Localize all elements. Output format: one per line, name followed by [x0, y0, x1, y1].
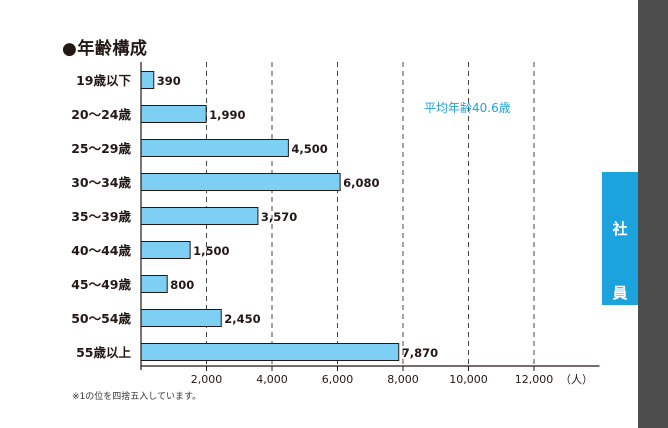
category-label-8: 55歳以上	[76, 345, 131, 360]
category-label-1: 20〜24歳	[71, 107, 131, 122]
x-tick-label-12000: 12,000	[515, 373, 554, 386]
employee-section-tab: 社 員	[602, 172, 638, 305]
value-label-6: 800	[170, 278, 194, 292]
value-label-8: 7,870	[402, 346, 438, 360]
bar-0	[140, 71, 155, 89]
bar-2	[140, 139, 289, 157]
value-label-5: 1,500	[193, 244, 229, 258]
average-age-note: 平均年齢40.6歳	[424, 101, 511, 115]
category-label-3: 30〜34歳	[71, 175, 131, 190]
side-tab-char-1: 社	[612, 220, 628, 238]
category-label-7: 50〜54歳	[71, 311, 131, 326]
bar-4	[140, 207, 259, 225]
bar-3	[140, 173, 341, 191]
bar-1	[140, 105, 207, 123]
category-label-6: 45〜49歳	[71, 277, 131, 292]
x-tick-label-2000: 2,000	[191, 373, 223, 386]
bar-5	[140, 241, 191, 259]
value-label-1: 1,990	[209, 108, 245, 122]
side-tab-char-2: 員	[612, 284, 628, 302]
bar-6	[140, 275, 168, 293]
value-label-0: 390	[157, 74, 181, 88]
x-tick-label-4000: 4,000	[256, 373, 288, 386]
x-tick-label-6000: 6,000	[322, 373, 354, 386]
category-label-5: 40〜44歳	[71, 243, 131, 258]
x-axis-unit: （人）	[560, 373, 593, 386]
value-label-7: 2,450	[224, 312, 260, 326]
value-label-2: 4,500	[291, 142, 327, 156]
chart-title: ●年齢構成	[62, 39, 148, 59]
category-label-0: 19歳以下	[76, 73, 131, 88]
value-label-4: 3,570	[261, 210, 297, 224]
rounding-footnote: ※1の位を四捨五入しています。	[72, 392, 202, 402]
x-tick-label-10000: 10,000	[449, 373, 488, 386]
bar-7	[140, 309, 222, 327]
category-label-4: 35〜39歳	[71, 209, 131, 224]
right-edge-bar	[638, 0, 668, 428]
bar-8	[140, 343, 400, 361]
category-label-2: 25〜29歳	[71, 141, 131, 156]
value-label-3: 6,080	[343, 176, 379, 190]
x-tick-label-8000: 8,000	[387, 373, 419, 386]
